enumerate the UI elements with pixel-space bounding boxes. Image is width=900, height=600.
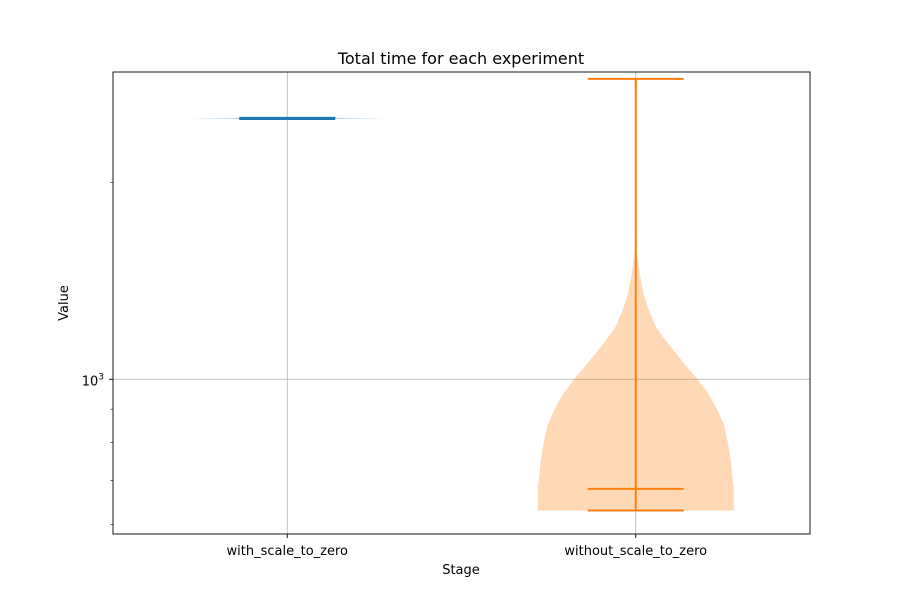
y-axis-label: Value bbox=[57, 285, 72, 321]
plot-area: with_scale_to_zero without_scale_to_zero 1… bbox=[82, 71, 811, 559]
x-axis-label: Stage bbox=[442, 563, 480, 578]
chart-title: Total time for each experiment bbox=[337, 49, 584, 68]
x-tick-label: without_scale_to_zero bbox=[564, 544, 707, 559]
x-tick-label: with_scale_to_zero bbox=[227, 544, 349, 559]
y-tick-label: 103 bbox=[82, 372, 104, 389]
axes-frame bbox=[112, 71, 811, 535]
